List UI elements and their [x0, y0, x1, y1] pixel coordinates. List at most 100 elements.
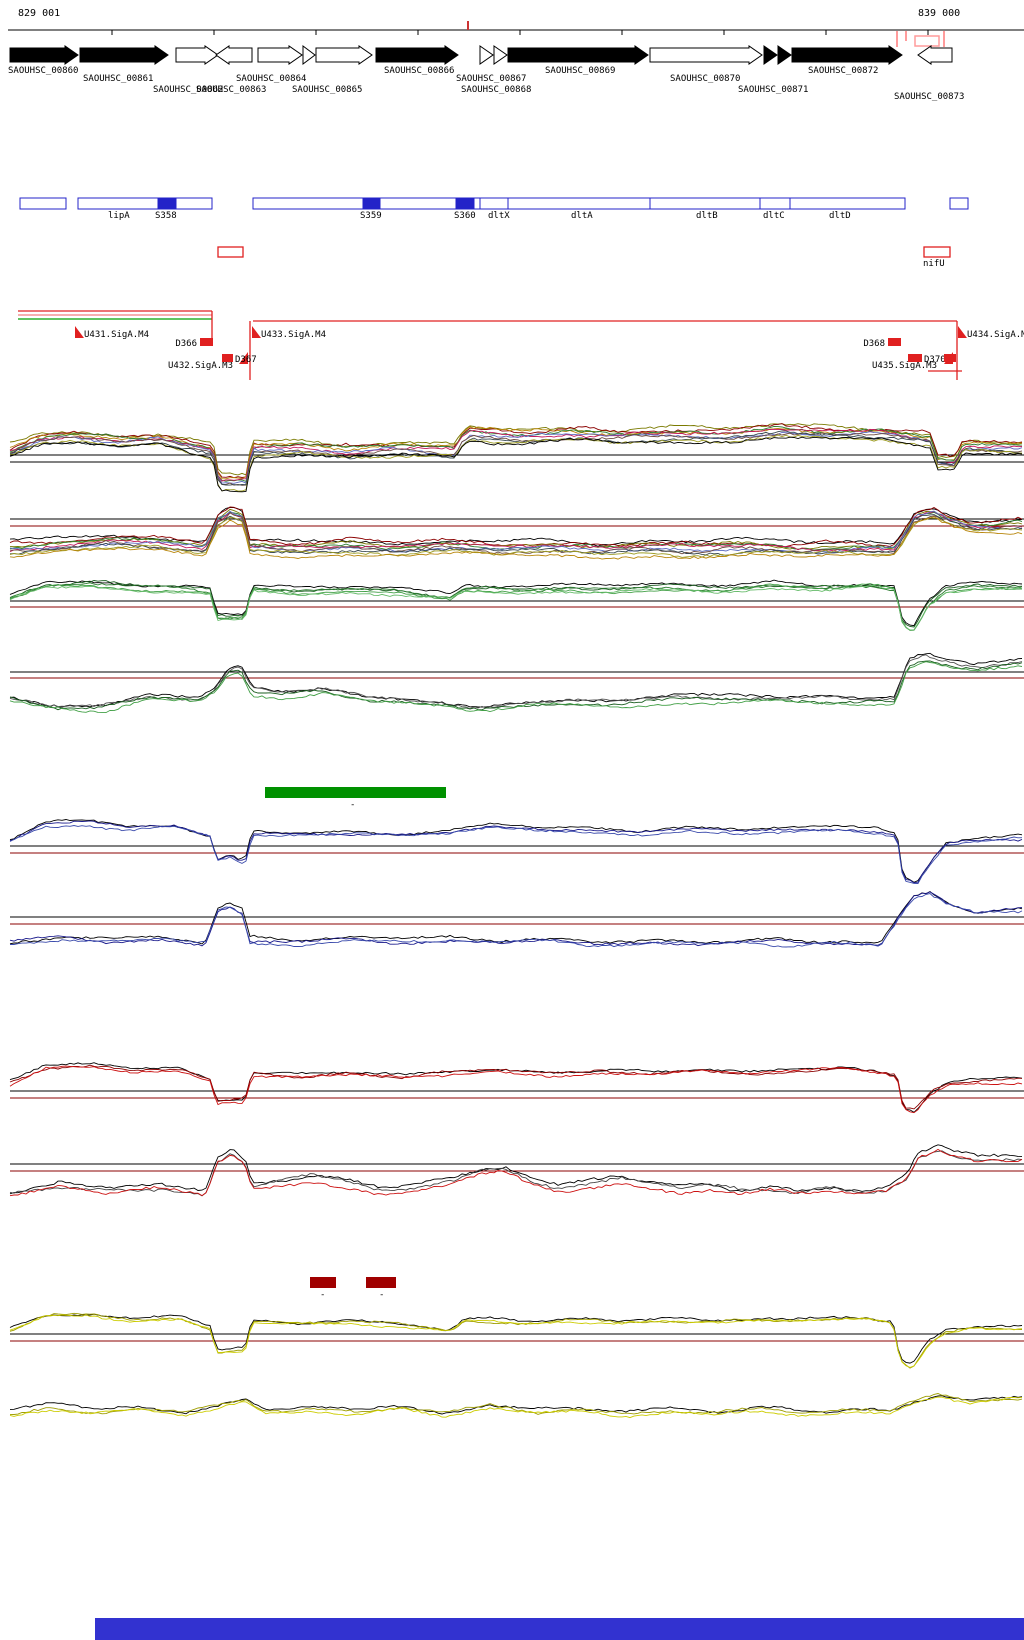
operon-box[interactable] — [507, 197, 651, 210]
operon-label: S358 — [155, 211, 177, 221]
gene-label: SAOUHSC_00867 — [456, 74, 526, 84]
gene-arrow[interactable] — [917, 45, 953, 65]
signal-trace — [9, 510, 1023, 554]
gene-SAOUHSC_00862[interactable]: SAOUHSC_00862 — [153, 45, 223, 95]
gene-label: SAOUHSC_00865 — [292, 85, 362, 95]
green-region-bar[interactable] — [265, 787, 446, 798]
darkred-bar-strand-label: - — [379, 1290, 384, 1300]
operon-box[interactable] — [19, 197, 67, 210]
gene-SAOUHSC_00871[interactable]: SAOUHSC_00871 — [738, 45, 808, 95]
gene-label: SAOUHSC_00861 — [83, 74, 153, 84]
gene-SAOUHSC_00860[interactable]: SAOUHSC_00860 — [8, 45, 79, 76]
tss-flag[interactable] — [75, 326, 84, 338]
gene-arrow[interactable] — [507, 45, 649, 65]
gene-SAOUHSC_00868[interactable]: SAOUHSC_00868 — [461, 45, 531, 95]
red-feature-box[interactable] — [923, 246, 951, 258]
operon-box[interactable] — [649, 197, 761, 210]
gene-arrow[interactable] — [9, 45, 79, 65]
green-bar-strand-label: - — [350, 800, 355, 810]
signal-blue-reverse — [9, 890, 1024, 948]
srna-box[interactable] — [455, 197, 475, 210]
gene-arrow[interactable] — [302, 45, 316, 65]
srna-box[interactable] — [157, 197, 177, 210]
coordinate-ruler — [8, 21, 1024, 47]
signal-trace — [9, 1065, 1023, 1114]
d-site-label: D370 — [924, 355, 946, 365]
operon-label: dltA — [571, 211, 593, 221]
gene-SAOUHSC_00861[interactable]: SAOUHSC_00861 — [79, 45, 169, 84]
operon-label: dltC — [763, 211, 785, 221]
gene-arrow[interactable] — [777, 45, 792, 65]
signal-trace — [9, 1144, 1023, 1195]
operon-label: lipA — [108, 211, 130, 221]
signal-trace — [10, 434, 1023, 492]
signal-red-reverse — [9, 1144, 1024, 1197]
gene-arrow[interactable] — [215, 45, 253, 65]
gene-SAOUHSC_00873[interactable]: SAOUHSC_00873 — [894, 45, 964, 102]
gene-arrow[interactable] — [763, 45, 778, 65]
gene-arrow[interactable] — [479, 45, 494, 65]
signal-red-forward — [9, 1062, 1024, 1114]
operon-box[interactable] — [759, 197, 791, 210]
gene-SAOUHSC_00872[interactable]: SAOUHSC_00872 — [791, 45, 903, 76]
tss-flag[interactable] — [239, 352, 248, 364]
gene-arrow[interactable] — [375, 45, 459, 65]
tss-label: U432.SigA.M3 — [168, 361, 233, 371]
signal-trace — [9, 436, 1023, 493]
gene-label: SAOUHSC_00869 — [545, 66, 615, 76]
gene-SAOUHSC_00865[interactable]: SAOUHSC_00865 — [292, 45, 373, 95]
operon-box[interactable] — [949, 197, 969, 210]
signal-trace — [9, 1393, 1023, 1415]
red-feature-box[interactable] — [217, 246, 244, 258]
d-site-label: D366 — [175, 339, 197, 349]
signal-trace — [9, 517, 1023, 558]
gene-SAOUHSC_00869[interactable]: SAOUHSC_00869 — [507, 45, 649, 76]
srna-box[interactable] — [362, 197, 381, 210]
signal-trace — [9, 583, 1023, 631]
gene-SAOUHSC_00864[interactable]: SAOUHSC_00864 — [236, 45, 306, 84]
signal-trace — [9, 1064, 1023, 1110]
bottom-selection-bar[interactable] — [95, 1618, 1024, 1640]
gene-arrow[interactable] — [257, 45, 303, 65]
tss-flag[interactable] — [958, 326, 967, 338]
gene-label: SAOUHSC_00864 — [236, 74, 306, 84]
d-site-box[interactable] — [908, 354, 922, 362]
operon-box[interactable] — [789, 197, 906, 210]
gene-SAOUHSC_00870[interactable]: SAOUHSC_00870 — [649, 45, 763, 84]
gene-SAOUHSC_00867[interactable]: SAOUHSC_00867 — [456, 45, 526, 84]
tss-flag[interactable] — [252, 326, 261, 338]
gene-unlabeled[interactable] — [302, 45, 316, 65]
darkred-region-bar[interactable] — [310, 1277, 336, 1288]
gene-SAOUHSC_00866[interactable]: SAOUHSC_00866 — [375, 45, 459, 76]
signal-trace — [9, 580, 1023, 628]
gene-arrow[interactable] — [493, 45, 508, 65]
gene-unlabeled[interactable] — [777, 45, 792, 65]
gene-arrow[interactable] — [649, 45, 763, 65]
gene-arrow[interactable] — [791, 45, 903, 65]
signal-trace — [9, 1314, 1023, 1368]
operon-label: dltB — [696, 211, 718, 221]
d-site-box[interactable] — [222, 354, 233, 362]
d-site-box[interactable] — [944, 354, 956, 362]
ruler-start-coordinate: 829 001 — [18, 8, 61, 19]
gene-label: SAOUHSC_00868 — [461, 85, 531, 95]
d-site-box[interactable] — [888, 338, 901, 346]
red-feature-label: nifU — [923, 259, 945, 269]
operon-box[interactable] — [77, 197, 213, 210]
gene-arrow[interactable] — [79, 45, 169, 65]
d-site-box[interactable] — [200, 338, 213, 346]
signal-green-reverse — [9, 652, 1024, 714]
gene-SAOUHSC_00863[interactable]: SAOUHSC_00863 — [196, 45, 266, 95]
gene-arrow[interactable] — [315, 45, 373, 65]
gene-label: SAOUHSC_00870 — [670, 74, 740, 84]
operon-box[interactable] — [479, 197, 509, 210]
overview-bottom-bar — [95, 1618, 1024, 1640]
signal-trace — [9, 654, 1023, 710]
darkred-region-bar[interactable] — [366, 1277, 396, 1288]
salmon-box — [914, 35, 940, 47]
tss-label: U433.SigA.M4 — [261, 330, 326, 340]
gene-arrow[interactable] — [175, 45, 219, 65]
signal-yellow-reverse — [9, 1393, 1023, 1419]
signal-trace — [9, 1396, 1023, 1419]
